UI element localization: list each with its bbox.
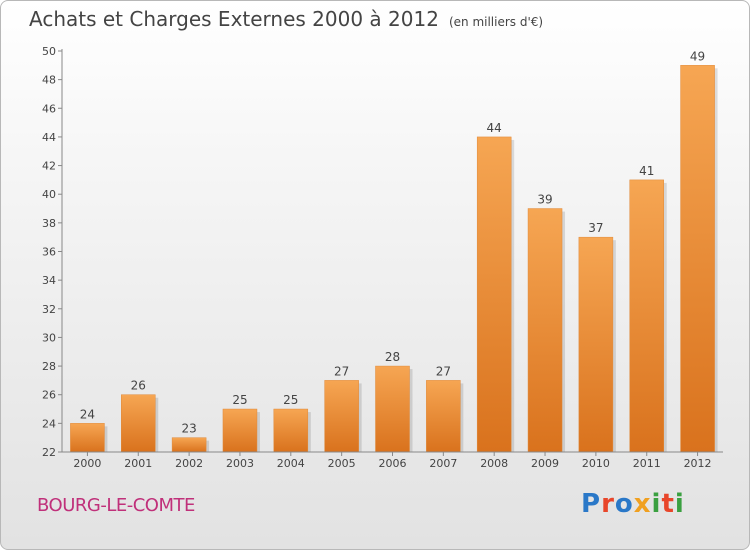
bar-value-label: 41 bbox=[639, 164, 654, 178]
x-tick-label: 2004 bbox=[277, 457, 305, 470]
bar-value-label: 25 bbox=[232, 393, 247, 407]
bar-value-label: 28 bbox=[385, 350, 400, 364]
logo-letter: r bbox=[601, 489, 615, 519]
x-axis: 2000 2001 2002 2003 2004 2005 2006 2007 2008 2009… bbox=[62, 451, 723, 470]
bar-2007 bbox=[426, 380, 461, 453]
title-unit: (en milliers d'€) bbox=[448, 15, 544, 29]
x-tick-label: 2010 bbox=[582, 457, 610, 470]
y-tick-label: 24 bbox=[42, 417, 56, 430]
logo-letter: P bbox=[581, 489, 602, 519]
x-tick-label: 2005 bbox=[328, 457, 356, 470]
logo-letter: i bbox=[674, 489, 685, 519]
y-axis: 22 24 26 28 30 32 34 36 38 40 42 44 46 48 50 bbox=[42, 45, 63, 459]
bar-2003 bbox=[222, 408, 258, 453]
y-tick-label: 32 bbox=[42, 303, 56, 316]
y-tick-label: 50 bbox=[42, 45, 56, 58]
bar-value-label: 27 bbox=[436, 364, 451, 378]
x-tick-label: 2009 bbox=[531, 457, 559, 470]
logo-letter: i bbox=[651, 489, 662, 519]
y-tick-label: 22 bbox=[42, 446, 56, 459]
bar-value-label: 49 bbox=[690, 49, 705, 63]
title-text: Achats et Charges Externes 2000 à 2012 bbox=[29, 7, 439, 31]
commune-name: BOURG-LE-COMTE bbox=[37, 495, 195, 516]
logo-letter: o bbox=[614, 489, 634, 519]
x-tick-label: 2006 bbox=[379, 457, 407, 470]
bar-2011 bbox=[629, 179, 664, 453]
proxiti-logo: Proxiti bbox=[581, 489, 685, 519]
x-tick-label: 2003 bbox=[226, 457, 254, 470]
bar-value-label: 26 bbox=[131, 379, 146, 393]
y-tick-label: 38 bbox=[42, 217, 56, 230]
bar-2005 bbox=[324, 380, 359, 453]
y-tick-label: 46 bbox=[42, 102, 56, 115]
x-tick-label: 2012 bbox=[684, 457, 712, 470]
bar-value-label: 24 bbox=[80, 407, 95, 421]
bar-2006 bbox=[375, 365, 410, 453]
bar-2012 bbox=[680, 65, 715, 453]
y-tick-label: 42 bbox=[42, 160, 56, 173]
x-tick-label: 2002 bbox=[175, 457, 203, 470]
bar-value-label: 44 bbox=[487, 121, 502, 135]
bar-value-label: 27 bbox=[334, 364, 349, 378]
x-tick-label: 2007 bbox=[429, 457, 457, 470]
bar-value-label: 39 bbox=[537, 193, 552, 207]
x-tick-label: 2011 bbox=[633, 457, 661, 470]
x-tick-label: 2008 bbox=[480, 457, 508, 470]
x-tick-label: 2001 bbox=[124, 457, 152, 470]
bar-value-label: 25 bbox=[283, 393, 298, 407]
logo-letter: t bbox=[661, 489, 675, 519]
y-tick-label: 40 bbox=[42, 188, 56, 201]
bar-2002 bbox=[171, 437, 207, 453]
x-tick-label: 2000 bbox=[73, 457, 101, 470]
bars-group: 24 26 23 25 25 27 28 27 44 39 37 41 49 bbox=[70, 49, 718, 453]
logo-letter: x bbox=[633, 489, 652, 519]
bar-value-label: 23 bbox=[181, 422, 196, 436]
chart-title: Achats et Charges Externes 2000 à 2012 (e… bbox=[29, 7, 543, 31]
y-tick-label: 48 bbox=[42, 74, 56, 87]
bar-2010 bbox=[578, 236, 614, 453]
bar-2000 bbox=[70, 423, 105, 453]
bar-2009 bbox=[527, 208, 563, 453]
bar-2001 bbox=[121, 394, 156, 453]
bar-2004 bbox=[273, 408, 309, 453]
y-tick-label: 44 bbox=[42, 131, 56, 144]
bar-2008 bbox=[476, 136, 512, 453]
y-tick-label: 30 bbox=[42, 331, 56, 344]
y-tick-label: 34 bbox=[42, 274, 56, 287]
y-tick-label: 26 bbox=[42, 389, 56, 402]
y-tick-label: 36 bbox=[42, 246, 56, 259]
y-tick-label: 28 bbox=[42, 360, 56, 373]
bar-value-label: 37 bbox=[588, 221, 603, 235]
